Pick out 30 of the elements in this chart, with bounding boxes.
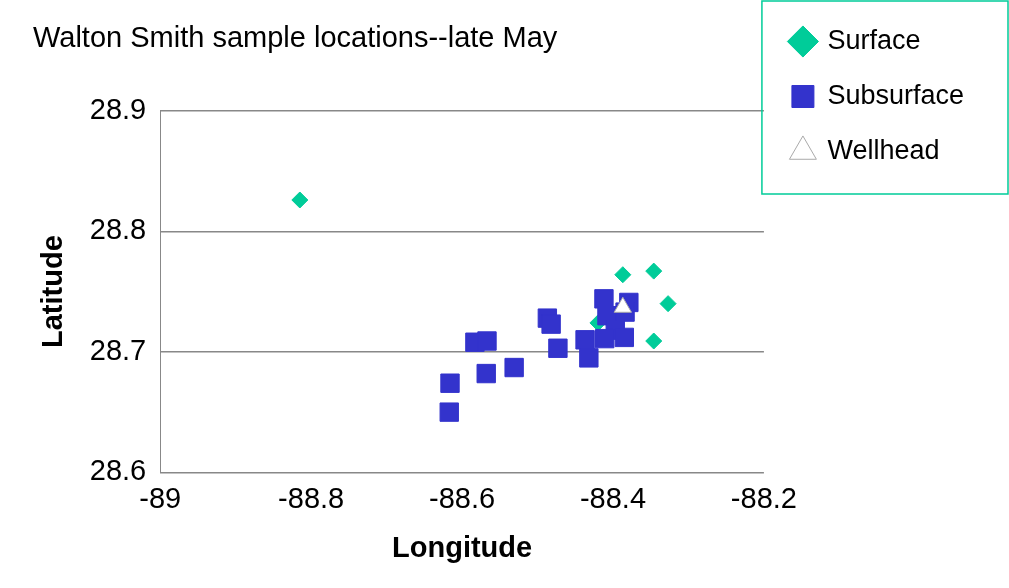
chart-title: Walton Smith sample locations--late May [33, 21, 558, 54]
y-tick-label: 28.7 [89, 333, 147, 366]
point [504, 357, 524, 378]
x-tick-label: -88.8 [278, 481, 345, 514]
y-axis-title: Latitude [36, 235, 69, 348]
point [645, 262, 663, 280]
point [476, 363, 496, 384]
legend-label: Surface [827, 24, 921, 55]
point [645, 332, 663, 350]
legend-label: Wellhead [827, 134, 940, 165]
point [440, 373, 460, 393]
point [291, 191, 309, 209]
x-tick-label: -88.6 [429, 481, 496, 514]
point [541, 314, 561, 334]
x-tick-label: -88.4 [579, 481, 647, 514]
y-tick-label: 28.8 [89, 213, 147, 246]
point [439, 402, 459, 422]
point [579, 348, 599, 368]
point [659, 295, 677, 313]
y-tick-label: 28.9 [89, 92, 147, 125]
point [614, 266, 632, 284]
point [575, 330, 595, 350]
x-tick-label: -88.2 [730, 481, 797, 514]
point [594, 289, 614, 309]
point [614, 327, 635, 348]
point [595, 328, 615, 349]
legend-label: Subsurface [827, 79, 965, 110]
point [477, 331, 497, 351]
point [548, 338, 568, 358]
x-axis-title: Longitude [392, 530, 533, 563]
